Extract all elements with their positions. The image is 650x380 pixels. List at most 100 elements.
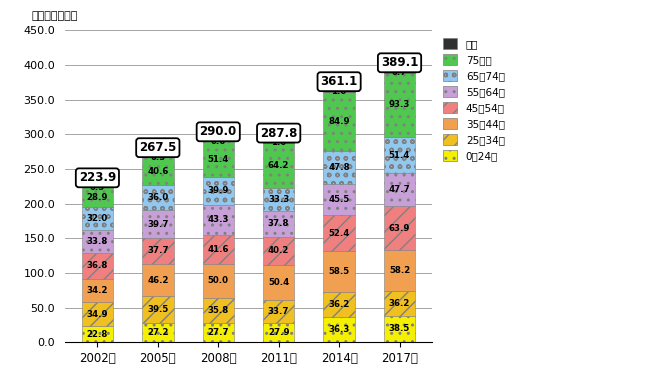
Bar xyxy=(82,326,113,342)
Bar xyxy=(263,299,294,323)
Text: 1.0: 1.0 xyxy=(332,87,346,96)
Text: （単位：万人）: （単位：万人） xyxy=(32,11,79,21)
Bar xyxy=(142,185,174,211)
Text: 0.6: 0.6 xyxy=(211,137,226,146)
Text: 39.5: 39.5 xyxy=(147,305,168,314)
Text: 50.0: 50.0 xyxy=(208,276,229,285)
Text: 287.8: 287.8 xyxy=(260,127,297,139)
Text: 36.8: 36.8 xyxy=(86,261,108,270)
Text: 45.5: 45.5 xyxy=(328,195,350,204)
Bar xyxy=(324,215,355,252)
Text: 43.3: 43.3 xyxy=(207,215,229,224)
Text: 0.5: 0.5 xyxy=(150,153,165,162)
Bar xyxy=(384,206,415,250)
Bar xyxy=(142,264,174,296)
Bar xyxy=(324,184,355,215)
Bar xyxy=(384,173,415,206)
Text: 47.8: 47.8 xyxy=(328,163,350,172)
Bar xyxy=(384,73,415,137)
Text: 47.7: 47.7 xyxy=(389,185,410,194)
Text: 39.7: 39.7 xyxy=(147,220,168,229)
Bar xyxy=(263,264,294,299)
Bar xyxy=(324,92,355,150)
Bar xyxy=(384,72,415,73)
Bar xyxy=(142,323,174,342)
Bar xyxy=(263,323,294,342)
Text: 38.5: 38.5 xyxy=(389,325,410,333)
Bar xyxy=(324,292,355,317)
Text: 50.4: 50.4 xyxy=(268,278,289,287)
Bar xyxy=(263,143,294,187)
Text: 37.8: 37.8 xyxy=(268,219,289,228)
Text: 223.9: 223.9 xyxy=(79,171,116,184)
Text: 37.7: 37.7 xyxy=(147,247,168,255)
Bar xyxy=(203,298,234,323)
Text: 33.7: 33.7 xyxy=(268,307,289,316)
Bar xyxy=(324,317,355,342)
Text: 51.4: 51.4 xyxy=(207,155,229,164)
Bar xyxy=(82,207,113,230)
Bar xyxy=(203,141,234,177)
Text: 27.7: 27.7 xyxy=(207,328,229,337)
Text: 267.5: 267.5 xyxy=(139,141,177,154)
Text: 34.9: 34.9 xyxy=(86,310,108,319)
Text: 33.3: 33.3 xyxy=(268,195,289,204)
Bar xyxy=(82,253,113,279)
Text: 93.3: 93.3 xyxy=(389,100,410,109)
Bar xyxy=(203,235,234,264)
Text: 34.2: 34.2 xyxy=(86,286,108,295)
Bar xyxy=(263,211,294,237)
Text: 46.2: 46.2 xyxy=(147,276,168,285)
Text: 51.4: 51.4 xyxy=(389,150,410,160)
Bar xyxy=(324,252,355,292)
Text: 36.2: 36.2 xyxy=(389,299,410,307)
Text: 36.3: 36.3 xyxy=(328,325,350,334)
Bar xyxy=(203,177,234,205)
Text: 39.9: 39.9 xyxy=(207,187,229,195)
Text: 36.0: 36.0 xyxy=(147,193,168,203)
Text: 389.1: 389.1 xyxy=(381,56,418,69)
Bar xyxy=(384,316,415,342)
Bar xyxy=(384,137,415,173)
Bar xyxy=(384,290,415,316)
Text: 63.9: 63.9 xyxy=(389,223,410,233)
Text: 40.6: 40.6 xyxy=(147,167,168,176)
Bar xyxy=(82,187,113,207)
Text: 58.5: 58.5 xyxy=(328,267,350,276)
Bar xyxy=(263,142,294,143)
Bar xyxy=(142,211,174,238)
Text: 84.9: 84.9 xyxy=(328,117,350,125)
Text: 36.2: 36.2 xyxy=(328,300,350,309)
Bar xyxy=(142,296,174,323)
Text: 40.2: 40.2 xyxy=(268,246,289,255)
Bar xyxy=(82,302,113,326)
Text: 33.8: 33.8 xyxy=(86,237,108,246)
Text: 27.9: 27.9 xyxy=(268,328,289,337)
Text: 41.6: 41.6 xyxy=(207,245,229,254)
Bar xyxy=(142,157,174,185)
Bar xyxy=(203,205,234,235)
Text: 32.0: 32.0 xyxy=(86,214,108,223)
Text: 290.0: 290.0 xyxy=(200,125,237,138)
Text: 52.4: 52.4 xyxy=(328,229,350,238)
Legend: 不詳, 75歳〜, 65〜74歳, 55〜64歳, 45〜54歳, 35〜44歳, 25〜34歳, 0〜24歳: 不詳, 75歳〜, 65〜74歳, 55〜64歳, 45〜54歳, 35〜44歳… xyxy=(441,36,507,163)
Bar xyxy=(263,237,294,264)
Bar xyxy=(142,238,174,264)
Bar xyxy=(82,230,113,253)
Text: 58.2: 58.2 xyxy=(389,266,410,275)
Bar xyxy=(203,264,234,298)
Bar xyxy=(263,187,294,211)
Text: 361.1: 361.1 xyxy=(320,75,358,88)
Text: 22.8: 22.8 xyxy=(86,330,108,339)
Text: 0.5: 0.5 xyxy=(90,183,105,192)
Bar xyxy=(203,323,234,342)
Text: 28.9: 28.9 xyxy=(86,193,108,202)
Bar xyxy=(324,150,355,184)
Bar xyxy=(324,91,355,92)
Text: 1.0: 1.0 xyxy=(271,138,286,147)
Bar xyxy=(384,250,415,290)
Text: 0.7: 0.7 xyxy=(392,68,407,77)
Bar xyxy=(82,279,113,302)
Text: 64.2: 64.2 xyxy=(268,161,289,170)
Text: 35.8: 35.8 xyxy=(207,306,229,315)
